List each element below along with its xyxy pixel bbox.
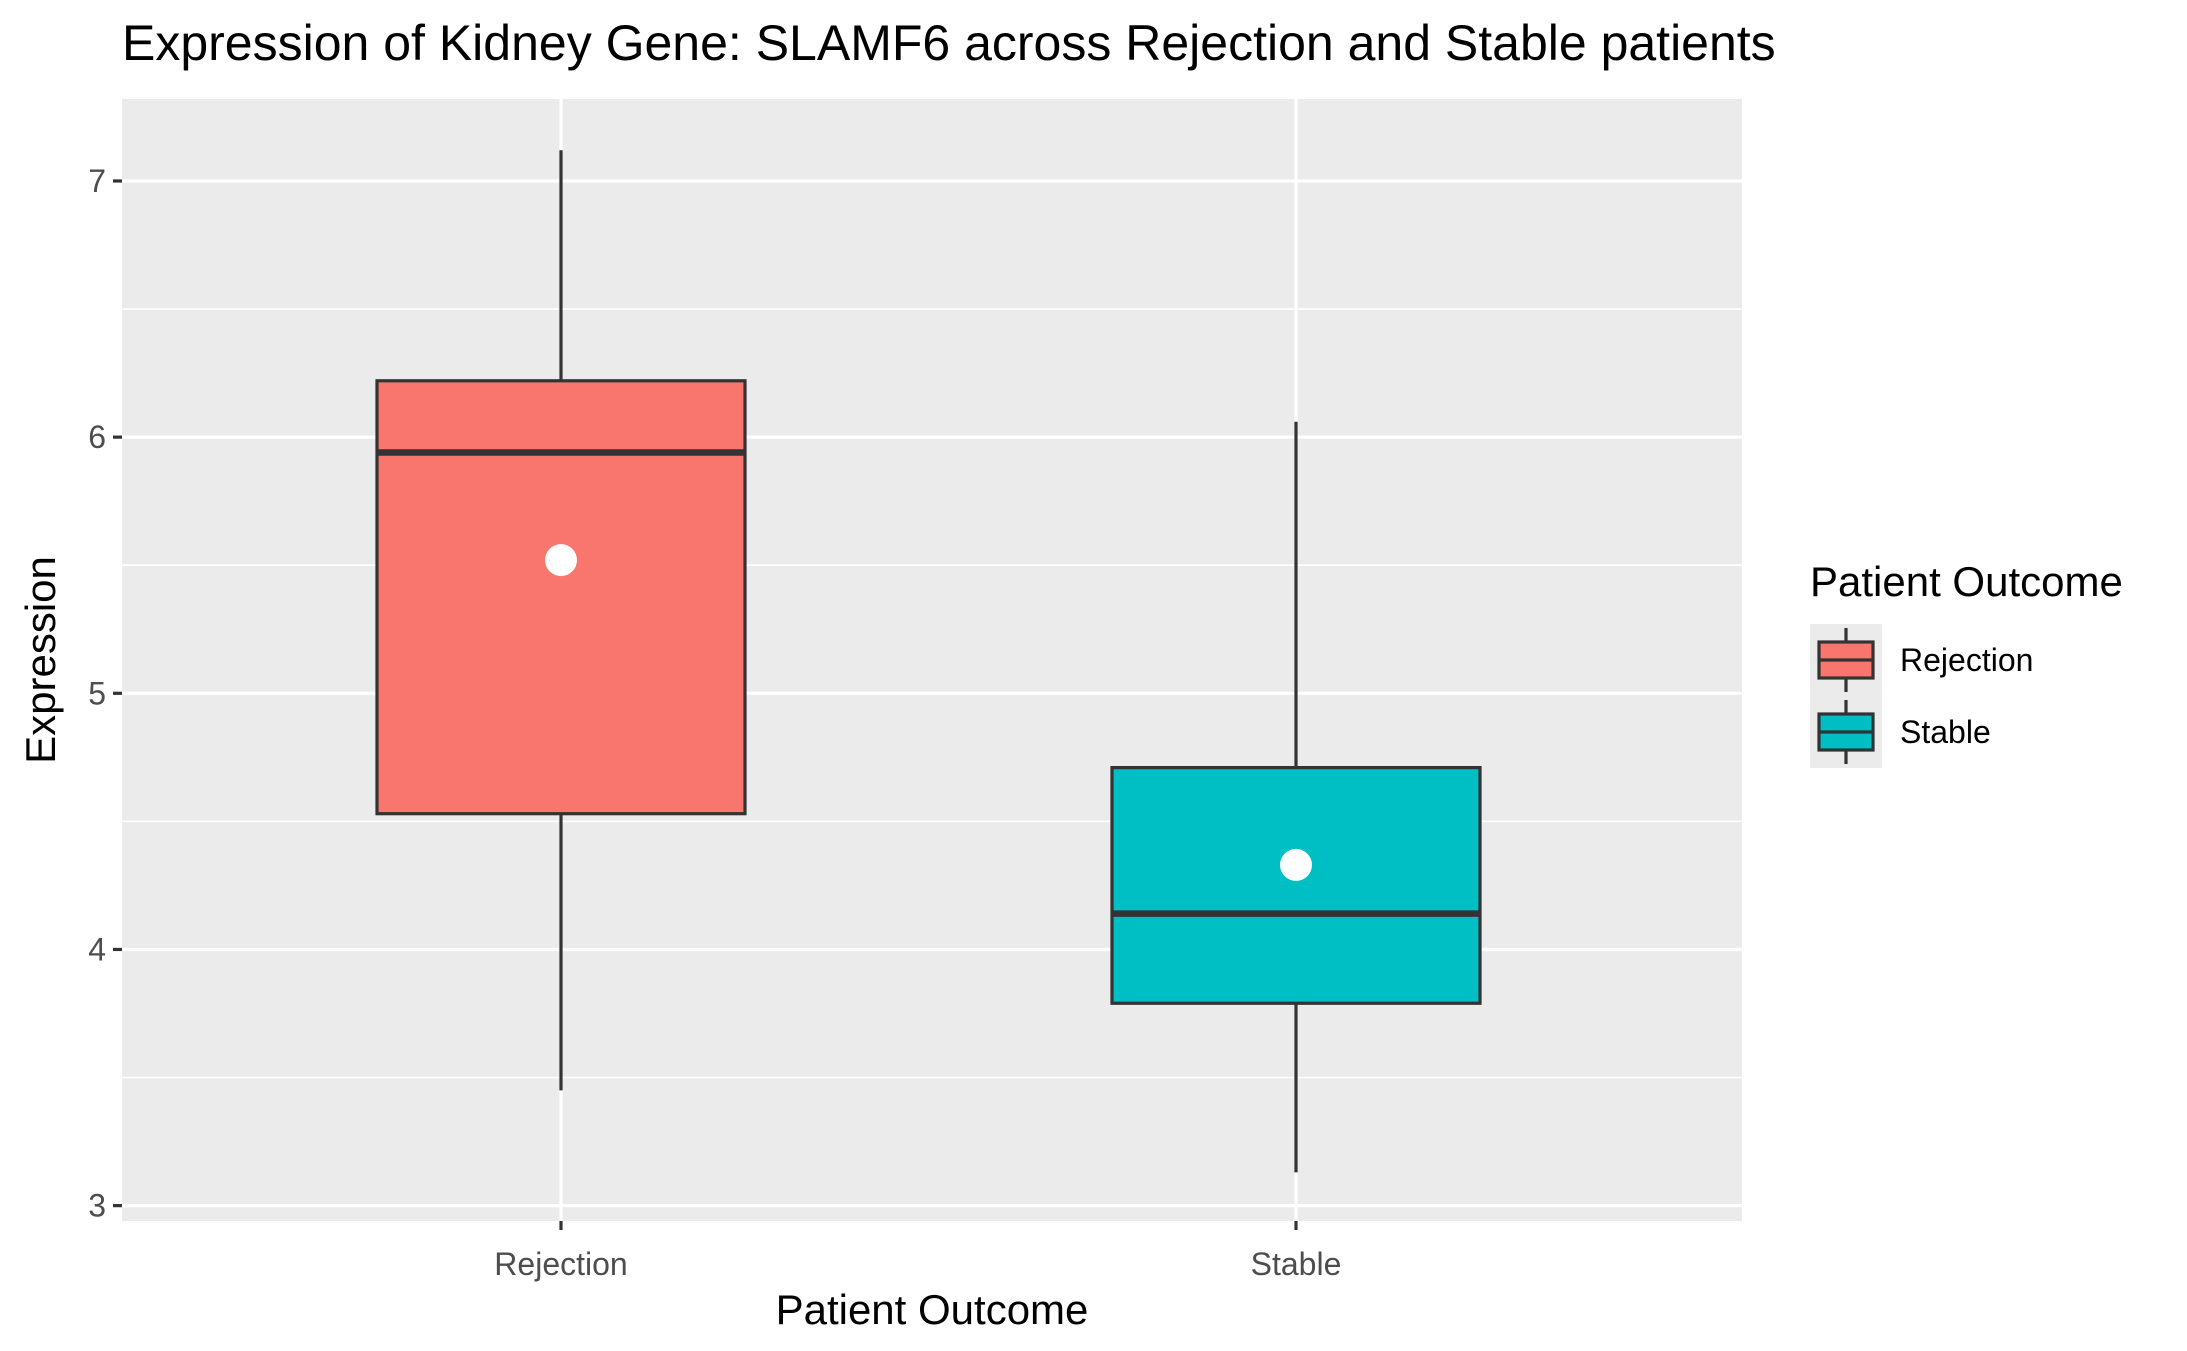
legend: Patient Outcome Rejection Stable: [1810, 558, 2123, 768]
y-axis: 3 4 5 6 7: [88, 163, 122, 1224]
box-stable: [1110, 421, 1482, 1173]
chart-title: Expression of Kidney Gene: SLAMF6 across…: [122, 15, 1776, 71]
mean-point: [1280, 848, 1312, 881]
box-iqr: [1110, 765, 1482, 1005]
x-axis-title: Patient Outcome: [776, 1286, 1089, 1333]
y-axis-title: Expression: [17, 556, 64, 764]
y-tick-label: 5: [88, 675, 106, 711]
box-rejection: [375, 150, 747, 1091]
plot-panel: [122, 99, 1742, 1221]
y-tick-label: 6: [88, 419, 106, 455]
x-axis: Rejection Stable: [494, 1221, 1341, 1282]
box-series: [375, 150, 1482, 1173]
legend-key-rejection: [1810, 624, 1882, 696]
legend-key-stable: [1810, 696, 1882, 768]
legend-label: Stable: [1900, 714, 1991, 750]
x-tick-label: Rejection: [494, 1246, 627, 1282]
y-tick-label: 7: [88, 163, 106, 199]
legend-title: Patient Outcome: [1810, 558, 2123, 605]
mean-point: [545, 544, 577, 577]
y-tick-label: 3: [88, 1188, 106, 1224]
legend-label: Rejection: [1900, 642, 2033, 678]
box-iqr: [375, 379, 747, 816]
x-tick-label: Stable: [1251, 1246, 1342, 1282]
y-tick-label: 4: [88, 931, 106, 967]
